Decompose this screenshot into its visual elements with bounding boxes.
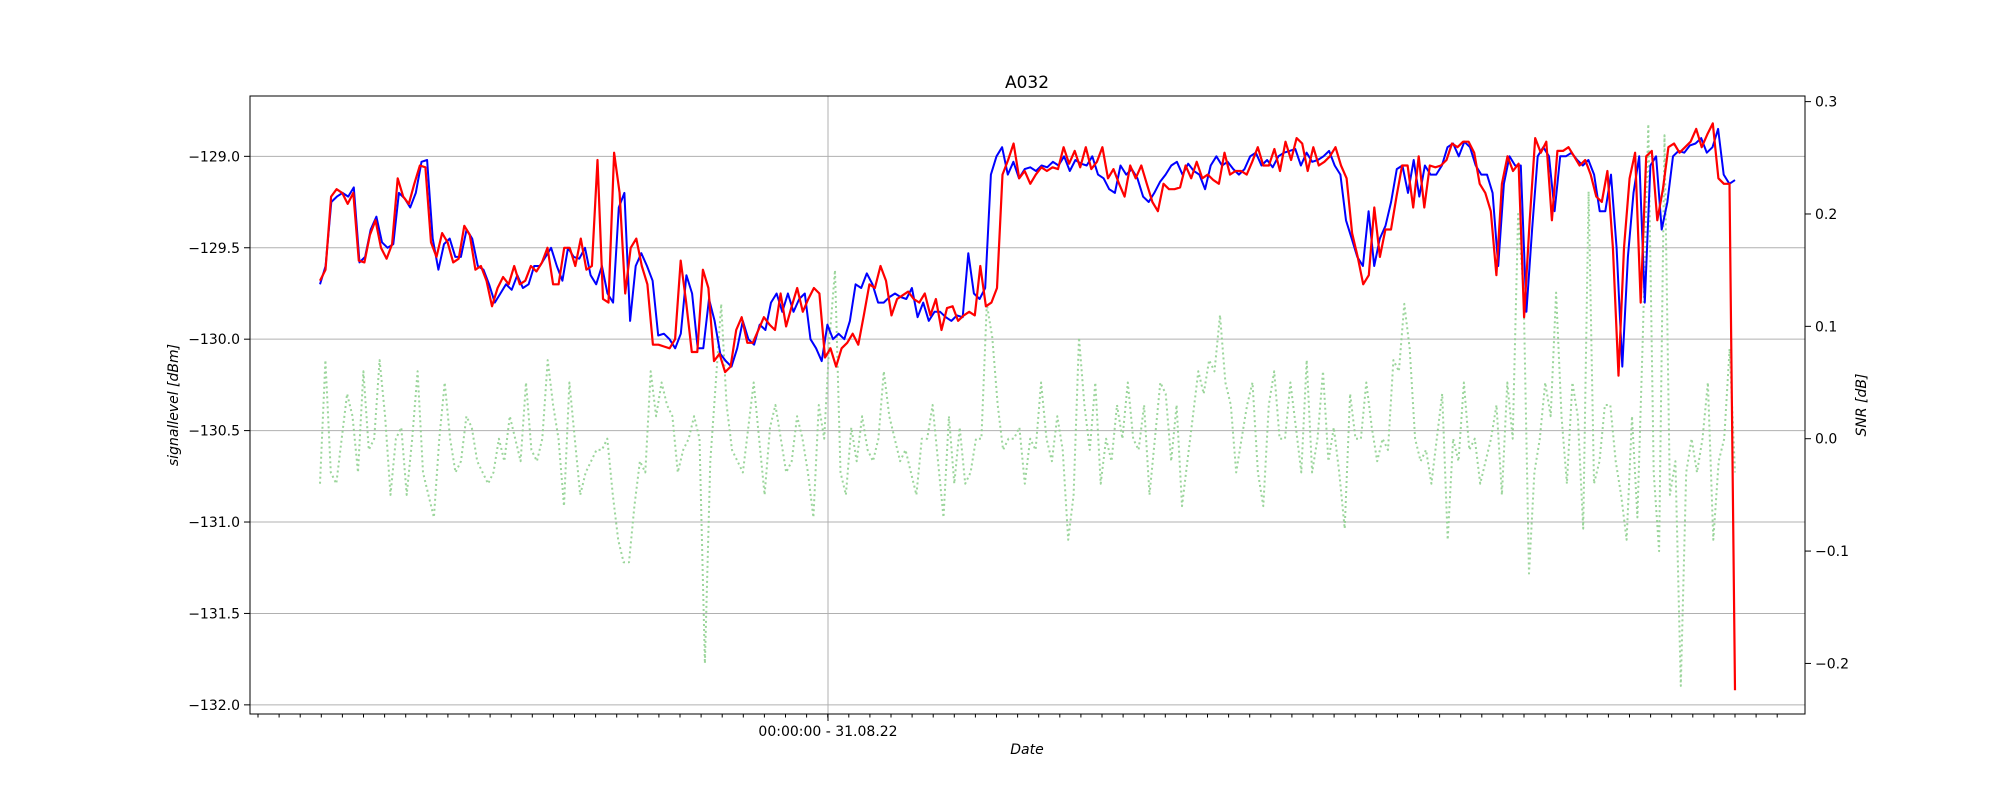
y-right-tick-label: 0.2 [1815,207,1837,223]
y-axis-right-label: SNR [dB] [1854,374,1870,437]
y-tick-label: −129.5 [188,241,240,257]
red-series-layer [319,122,1737,691]
series-line-blue [319,127,1736,368]
y-right-tick-label: 0.3 [1815,95,1837,111]
y-right-tick-label: −0.1 [1815,544,1849,560]
plot-frame [249,95,1806,715]
y-tick-label: −129.0 [188,149,240,165]
series-line-red [319,122,1737,691]
y-tick-label: −130.0 [188,332,240,348]
blue-series-layer [319,127,1736,368]
x-axis-label: Date [1010,742,1043,758]
y-tick-label: −131.5 [188,606,240,622]
bottom-axis: 00:00:00 - 31.08.22 [257,714,1778,740]
right-axis: −0.2 −0.1 0.0 0.1 0.2 0.3 [1805,95,1849,672]
y-axis-label: signallevel [dBm] [166,344,182,466]
chart-title: A032 [1005,73,1049,93]
y-right-tick-label: 0.1 [1815,319,1837,335]
y-right-tick-label: −0.2 [1815,656,1849,672]
grid-layer [250,96,1805,714]
y-tick-label: −131.0 [188,515,240,531]
y-right-tick-label: 0.0 [1815,432,1837,448]
left-axis: −132.0 −131.5 −131.0 −130.5 −130.0 −129.5 −129… [188,149,250,714]
x-tick-label: 00:00:00 - 31.08.22 [758,724,897,740]
y-tick-label: −130.5 [188,424,240,440]
y-tick-label: −132.0 [188,698,240,714]
